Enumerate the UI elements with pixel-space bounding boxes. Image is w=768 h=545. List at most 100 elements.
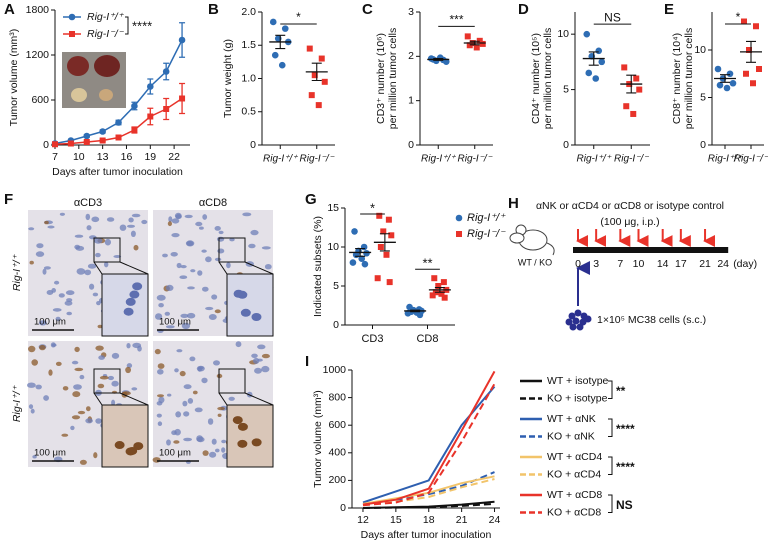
cell [214,226,221,231]
data-point [318,55,325,62]
data-point [441,294,448,301]
cell [104,238,111,246]
inset-link [218,261,228,275]
legend-label: Rig-I⁻/⁻ [87,28,125,40]
data-point [162,68,170,75]
data-point [146,83,154,90]
cell [568,312,576,320]
x-tick-label: 22 [168,151,180,163]
cell [261,353,270,359]
x-tick-label: Rig-I⁻/⁻ [614,154,649,165]
data-point [363,249,370,257]
cell [173,440,180,444]
x-tick-label: Rig-I⁻/⁻ [300,154,335,165]
day-label: 0 [575,258,581,270]
x-tick-label: Rig-I⁻/⁻ [458,154,493,165]
day-label: 3 [593,258,599,270]
cell [167,393,172,397]
legend-label: WT + αNK [547,413,596,425]
inset-zoom [101,273,149,337]
cell [86,225,92,231]
cell [97,383,105,389]
cell [137,345,142,352]
data-point [306,45,313,52]
tumor [99,89,113,101]
cell [99,375,109,380]
day-label: 21 [699,258,711,270]
y-tick-label: 0 [700,139,706,151]
data-point [271,51,279,59]
cell [158,396,165,404]
day-label: 24 [717,258,729,270]
cell [194,407,203,413]
x-tick-label: 7 [52,151,58,163]
cell [91,216,100,223]
panel-letter: C [362,1,373,18]
cell [211,438,217,445]
cell [221,447,226,453]
data-point [386,279,393,286]
cell [228,396,235,401]
data-point [714,65,722,73]
panel-letter: D [518,1,529,18]
y-tick-label: 1.5 [241,39,256,51]
y-tick-label: 200 [328,474,346,486]
cell [126,363,133,369]
cell [209,451,217,458]
cell [157,369,164,375]
cell [54,280,60,285]
cell [87,263,97,269]
cell [213,360,220,366]
scale-bar-label: 100 μm [34,317,66,328]
mouse-head [509,232,525,244]
inset-zoom [101,404,149,468]
cell [39,344,46,351]
legend-label: WT + αCD4 [547,451,602,463]
cell [157,363,165,369]
data-point [178,36,186,44]
mouse-tail [546,242,555,256]
y-tick-label: 5 [563,83,569,95]
data-point [131,127,138,133]
data-point [278,61,286,69]
data-point [746,47,752,53]
cell [183,437,193,442]
data-point [583,30,591,38]
cell [186,312,196,319]
panel-letter: G [305,191,317,208]
data-point [68,13,76,21]
cell [226,262,231,269]
cell [235,341,242,348]
significance-bracket [608,380,613,399]
cell [156,413,162,418]
cell [92,292,99,297]
data-point [621,64,628,71]
cell [183,411,190,417]
cell [195,221,203,227]
y-tick-label: 5 [333,280,339,292]
sem-bar [469,40,480,46]
data-point [358,255,366,262]
cell [240,308,251,317]
inset-link [93,392,103,406]
x-tick-label: 24 [489,514,501,526]
significance-label: * [296,10,301,24]
cell [131,387,138,391]
cell [162,253,168,258]
data-point [115,134,122,141]
cell [184,214,193,219]
legend-label: KO + isotype [547,392,608,404]
data-point [729,79,737,87]
data-point [83,132,91,140]
tumor-photo [62,52,126,108]
cell [237,290,248,299]
cell [176,349,183,353]
cell [584,315,592,323]
cell [77,410,86,415]
cell [569,323,577,331]
data-point [435,283,442,289]
cell [251,438,262,447]
cell [55,316,61,322]
significance-label: **** [132,18,152,33]
